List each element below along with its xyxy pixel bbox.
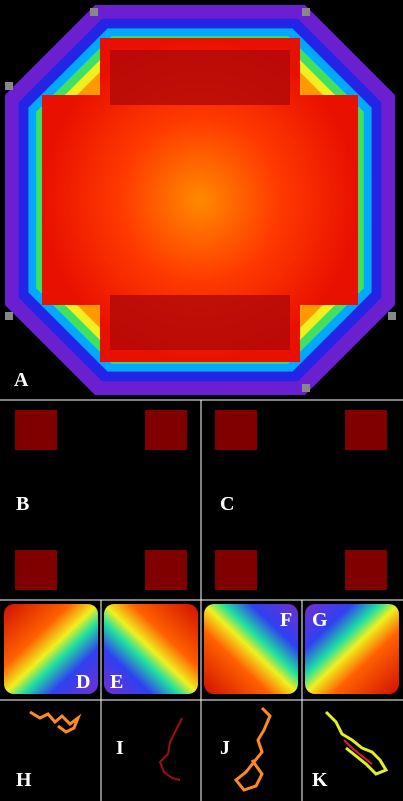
trajectory-i — [158, 717, 183, 781]
trajectory-j — [233, 706, 272, 792]
separators — [0, 399, 403, 801]
panel-e — [104, 604, 198, 694]
panel-label: H — [16, 769, 32, 791]
panel-label: I — [116, 737, 124, 759]
panel-a: A — [0, 0, 400, 399]
panel-f — [204, 604, 298, 694]
panel-label: B — [16, 493, 29, 515]
panel-label: A — [14, 369, 29, 391]
panel-c — [215, 410, 387, 590]
panel-label: K — [312, 769, 328, 791]
trajectory-h — [29, 710, 82, 734]
panel-label: J — [220, 737, 230, 759]
panel-label: G — [312, 609, 328, 631]
trajectory-k-red — [343, 739, 373, 765]
panel-b — [15, 410, 187, 590]
panel-d — [4, 604, 98, 694]
panel-label: E — [110, 671, 123, 693]
panel-label: C — [220, 493, 234, 515]
panel-label: D — [76, 671, 90, 693]
panel-g — [305, 604, 399, 694]
trajectory-k — [324, 710, 389, 776]
panel-label: F — [280, 609, 292, 631]
